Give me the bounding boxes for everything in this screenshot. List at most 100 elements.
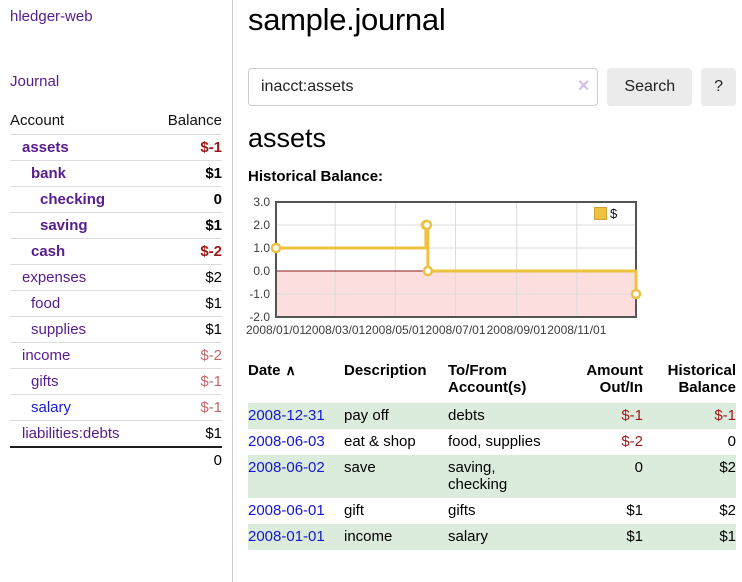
sidebar: hledger-web Journal Account Balance asse… <box>0 0 233 582</box>
account-heading: assets <box>248 123 327 153</box>
search-form: × Search ? <box>248 68 736 106</box>
transaction-description: eat & shop <box>344 433 416 450</box>
search-button[interactable]: Search <box>607 68 693 106</box>
account-row: bank $1 <box>10 160 222 187</box>
transaction-balance: $2 <box>719 502 736 519</box>
transaction-amount: $-2 <box>621 433 643 450</box>
transaction-description: income <box>344 528 393 545</box>
app-brand-link[interactable]: hledger-web <box>10 8 93 25</box>
historical-balance-chart[interactable]: 3.0 2.0 1.0 0.0 -1.0 -2.0 2008/01/01 2008/03/01… <box>240 195 710 343</box>
account-balance: $1 <box>151 212 222 239</box>
transaction-row: 2008-01-01 income salary $1 $1 <box>248 524 736 550</box>
account-link[interactable]: supplies <box>31 321 87 338</box>
clear-search-icon[interactable]: × <box>577 75 590 97</box>
transaction-row: 2008-12-31 pay off debts $-1 $-1 <box>248 403 736 429</box>
account-link[interactable]: cash <box>31 243 66 260</box>
account-row: expenses $2 <box>10 264 222 291</box>
account-row: gifts $-1 <box>10 368 222 395</box>
account-link[interactable]: food <box>31 295 61 312</box>
svg-text:2.0: 2.0 <box>253 218 270 232</box>
account-row: salary $-1 <box>10 394 222 421</box>
date-column-header: Date ∧ <box>248 362 296 379</box>
account-balance-table: Account Balance assets $-1 bank $1 checking 0… <box>10 108 222 473</box>
transaction-date-link[interactable]: 2008-12-31 <box>248 407 325 424</box>
transaction-balance: 0 <box>727 433 736 450</box>
account-row: supplies $1 <box>10 316 222 343</box>
transaction-row: 2008-06-03 eat & shop food, supplies $-2 0 <box>248 429 736 455</box>
transaction-row: 2008-06-01 gift gifts $1 $2 <box>248 498 736 524</box>
account-link[interactable]: salary <box>31 399 72 416</box>
account-link[interactable]: gifts <box>31 373 59 390</box>
account-link[interactable]: liabilities:debts <box>22 425 120 442</box>
amount-column-header: Amount Out/In <box>586 362 643 396</box>
svg-text:2008/03/01: 2008/03/01 <box>305 323 365 337</box>
account-link[interactable]: bank <box>31 165 67 182</box>
account-link[interactable]: assets <box>22 139 69 156</box>
account-row: food $1 <box>10 290 222 317</box>
svg-text:2008/01/01: 2008/01/01 <box>246 323 306 337</box>
main-content: sample.journal × Search ? assets Histori… <box>241 0 742 582</box>
search-input[interactable] <box>248 68 599 106</box>
account-balance: 0 <box>151 186 222 213</box>
sort-ascending-icon: ∧ <box>285 362 296 378</box>
total-balance: 0 <box>151 446 222 473</box>
account-balance: $-1 <box>151 368 222 395</box>
account-row: checking 0 <box>10 186 222 213</box>
svg-text:2008/05/01: 2008/05/01 <box>365 323 425 337</box>
svg-text:2008/07/01: 2008/07/01 <box>425 323 485 337</box>
transaction-balance: $-1 <box>714 407 736 424</box>
transaction-balance: $2 <box>719 459 736 476</box>
transaction-accounts: food, supplies <box>448 433 541 450</box>
account-balance: $1 <box>151 290 222 317</box>
transaction-amount: $1 <box>626 528 643 545</box>
balance-column-header: Historical Balance <box>667 362 736 396</box>
svg-text:1.0: 1.0 <box>253 241 270 255</box>
balance-column-header: Balance <box>167 112 222 129</box>
legend-label: $ <box>610 206 618 221</box>
transaction-accounts: saving, checking <box>448 459 508 493</box>
account-link[interactable]: income <box>22 347 71 364</box>
account-row: cash $-2 <box>10 238 222 265</box>
transaction-amount: $-1 <box>621 407 643 424</box>
transaction-date-link[interactable]: 2008-06-01 <box>248 502 325 519</box>
account-balance: $-2 <box>151 342 222 369</box>
total-row: 0 <box>10 446 222 473</box>
chart-legend: $ <box>592 205 620 222</box>
transaction-balance: $1 <box>719 528 736 545</box>
svg-text:0.0: 0.0 <box>253 264 270 278</box>
account-link[interactable]: saving <box>40 217 88 234</box>
transaction-amount: $1 <box>626 502 643 519</box>
svg-text:2008/11/01: 2008/11/01 <box>547 323 606 337</box>
page-title: sample.journal <box>248 2 446 37</box>
legend-swatch-icon <box>594 207 607 220</box>
account-balance: $-2 <box>151 238 222 265</box>
account-balance: $1 <box>151 316 222 343</box>
svg-text:2008/09/01: 2008/09/01 <box>487 323 547 337</box>
transaction-amount: 0 <box>634 459 643 476</box>
sidebar-item-journal[interactable]: Journal <box>10 73 60 90</box>
account-balance: $-1 <box>151 134 222 161</box>
account-row: assets $-1 <box>10 134 222 161</box>
transaction-accounts: gifts <box>448 502 476 519</box>
transaction-accounts: debts <box>448 407 485 424</box>
account-link[interactable]: expenses <box>22 269 87 286</box>
account-balance: $-1 <box>151 394 222 421</box>
chart-title: Historical Balance: <box>248 168 384 185</box>
transaction-register-table: Date ∧ Description To/From Account(s) Amo… <box>248 360 736 550</box>
account-row: income $-2 <box>10 342 222 369</box>
account-balance: $1 <box>151 420 222 447</box>
transaction-description: pay off <box>344 407 389 424</box>
transaction-date-link[interactable]: 2008-06-03 <box>248 433 325 450</box>
account-column-header: Account <box>10 112 65 129</box>
svg-text:-1.0: -1.0 <box>249 287 270 301</box>
account-link[interactable]: checking <box>40 191 106 208</box>
transaction-description: save <box>344 459 376 476</box>
transaction-accounts: salary <box>448 528 489 545</box>
account-row: saving $1 <box>10 212 222 239</box>
svg-text:-2.0: -2.0 <box>249 310 270 324</box>
account-balance: $1 <box>151 160 222 187</box>
transaction-date-link[interactable]: 2008-01-01 <box>248 528 325 545</box>
help-button[interactable]: ? <box>701 68 736 106</box>
transaction-date-link[interactable]: 2008-06-02 <box>248 459 325 476</box>
